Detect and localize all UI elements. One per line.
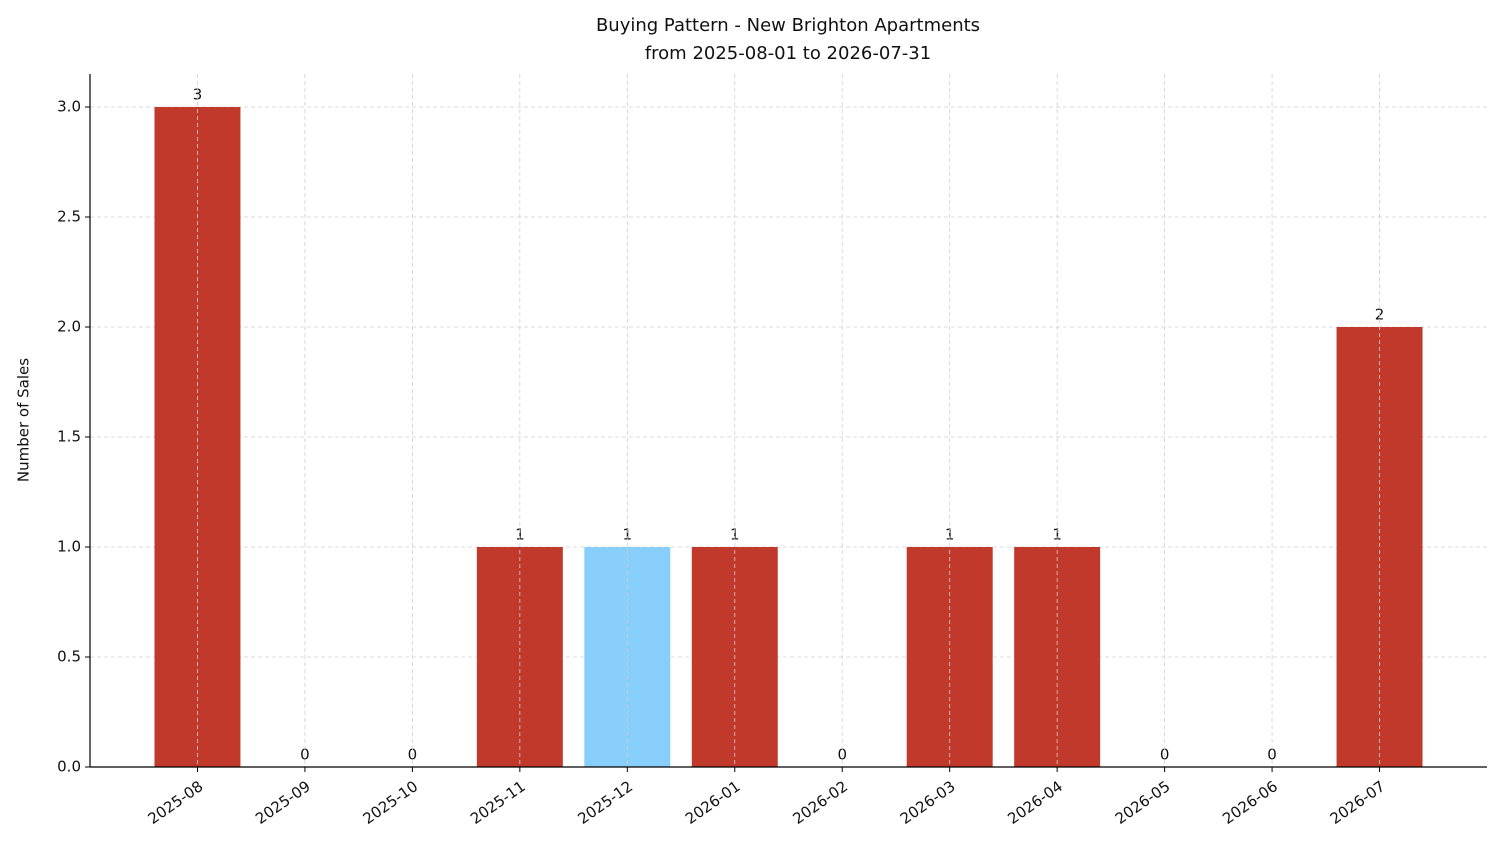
- chart-title: Buying Pattern - New Brighton Apartments: [596, 15, 980, 36]
- y-tick-label: 2.5: [57, 208, 81, 226]
- x-tick-label: 2025-09: [252, 777, 314, 828]
- y-tick-label: 3.0: [57, 98, 81, 116]
- data-label: 1: [1052, 526, 1062, 544]
- y-tick-label: 0.0: [57, 758, 81, 776]
- x-tick-label: 2026-04: [1004, 777, 1066, 828]
- x-tick-label: 2026-01: [682, 777, 744, 828]
- data-label: 1: [730, 526, 740, 544]
- data-label: 3: [193, 86, 203, 104]
- y-tick-label: 1.5: [57, 428, 81, 446]
- y-tick-label: 0.5: [57, 648, 81, 666]
- x-tick-label: 2026-06: [1219, 777, 1281, 828]
- data-label: 1: [515, 526, 525, 544]
- x-tick-label: 2025-12: [575, 777, 637, 828]
- y-tick-label: 1.0: [57, 538, 81, 556]
- x-tick-label: 2026-03: [897, 777, 959, 828]
- chart-subtitle: from 2025-08-01 to 2026-07-31: [645, 43, 931, 64]
- x-tick-label: 2025-11: [467, 777, 529, 828]
- x-tick-label: 2026-07: [1327, 777, 1389, 828]
- x-tick-label: 2025-08: [145, 777, 207, 828]
- y-axis-label: Number of Sales: [15, 358, 33, 482]
- x-tick-label: 2026-02: [789, 777, 851, 828]
- data-label: 1: [945, 526, 955, 544]
- y-tick-label: 2.0: [57, 318, 81, 336]
- x-tick-label: 2026-05: [1112, 777, 1174, 828]
- data-label: 1: [623, 526, 633, 544]
- x-tick-label: 2025-10: [360, 777, 422, 828]
- bar: [154, 107, 241, 767]
